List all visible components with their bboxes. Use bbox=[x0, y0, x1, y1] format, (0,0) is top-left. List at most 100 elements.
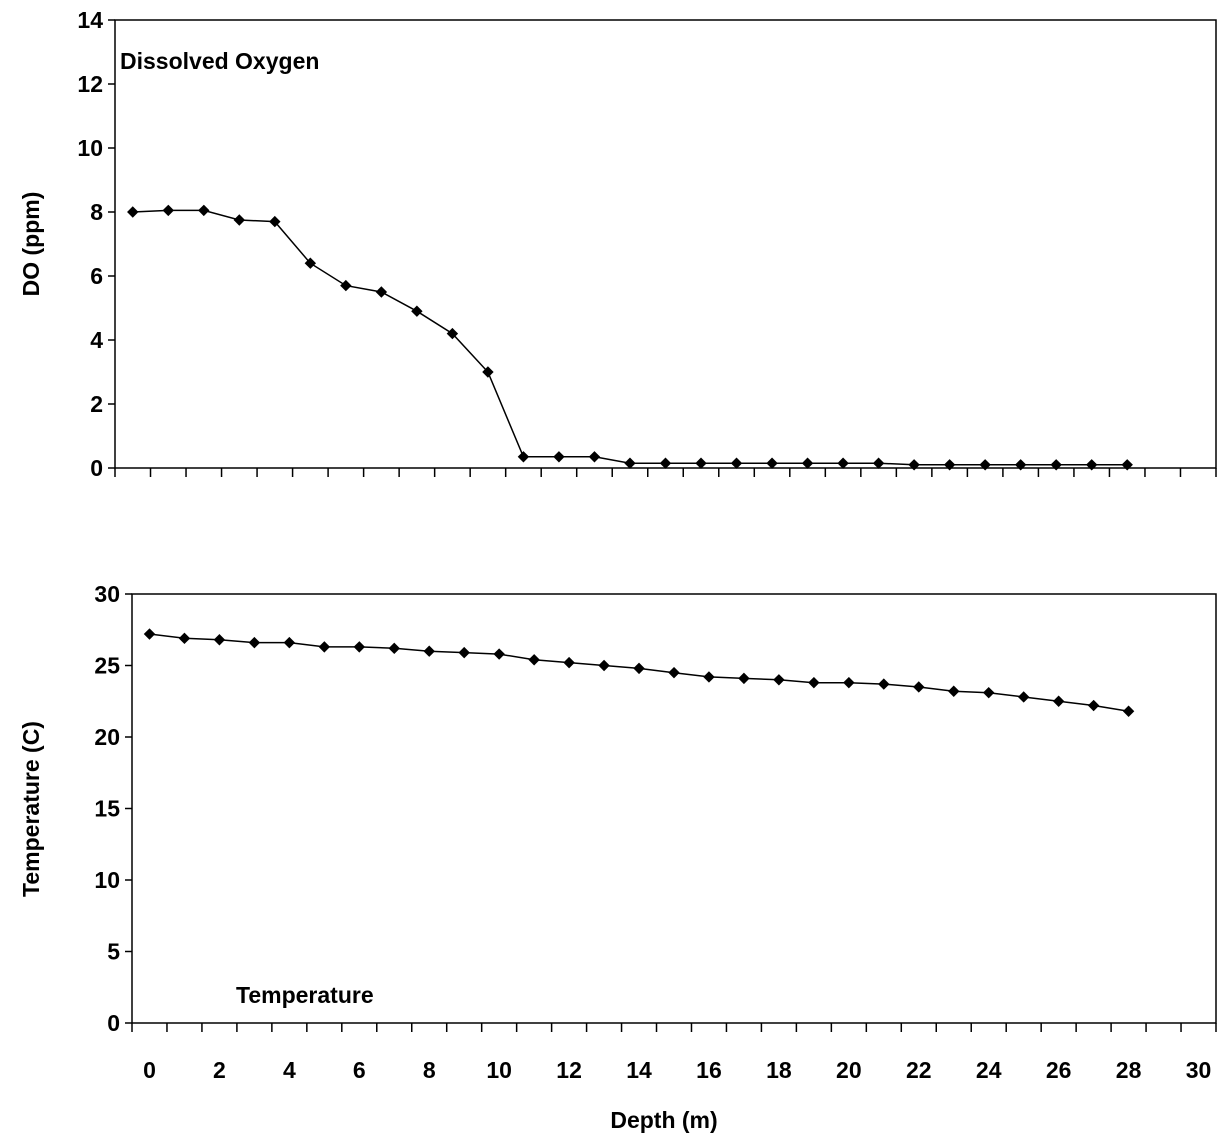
do-y-tick-label: 12 bbox=[77, 71, 103, 97]
do-y-tick-label: 4 bbox=[90, 327, 103, 353]
do-data-point bbox=[198, 204, 210, 217]
temperature-data-point bbox=[143, 628, 156, 640]
temperature-plot-title: Temperature bbox=[236, 982, 374, 1008]
do-y-tick-label: 10 bbox=[77, 135, 103, 161]
temperature-x-tick-label: 20 bbox=[836, 1057, 862, 1083]
do-plot-title: Dissolved Oxygen bbox=[120, 48, 319, 74]
do-markers bbox=[127, 204, 1133, 471]
do-data-point bbox=[588, 451, 601, 463]
temperature-y-tick-label: 30 bbox=[94, 581, 120, 607]
do-x-ticks bbox=[114, 468, 1217, 477]
temperature-data-point bbox=[808, 676, 820, 689]
do-data-point bbox=[482, 366, 494, 378]
do-data-point bbox=[837, 457, 849, 469]
do-data-point bbox=[411, 305, 423, 317]
do-data-point bbox=[979, 459, 991, 471]
temperature-x-tick-label: 6 bbox=[353, 1057, 366, 1083]
do-y-ticks: 0 2 4 6 8 10 12 14 bbox=[77, 7, 115, 481]
temperature-data-point bbox=[528, 654, 540, 666]
temperature-data-point bbox=[738, 672, 750, 685]
temperature-data-point bbox=[773, 674, 785, 686]
temperature-data-point bbox=[283, 636, 296, 649]
temperature-data-point bbox=[913, 681, 925, 693]
temperature-x-tick-label: 24 bbox=[976, 1057, 1002, 1083]
temperature-data-point bbox=[878, 678, 890, 690]
do-data-point bbox=[446, 327, 459, 340]
temperature-plot-frame bbox=[131, 593, 1217, 1024]
temperature-data-point bbox=[1122, 705, 1135, 717]
do-data-point bbox=[1121, 459, 1133, 471]
temperature-data-point bbox=[318, 641, 331, 653]
temperature-y-axis-label: Temperature (C) bbox=[18, 721, 44, 897]
temperature-data-point bbox=[703, 671, 715, 683]
do-data-point bbox=[766, 457, 778, 469]
temperature-data-point bbox=[248, 636, 261, 649]
temperature-y-tick-label: 0 bbox=[107, 1010, 120, 1036]
do-data-point bbox=[127, 206, 139, 218]
temperature-data-point bbox=[983, 686, 995, 699]
temperature-x-tick-label: 12 bbox=[556, 1057, 582, 1083]
temperature-y-tick-label: 15 bbox=[94, 796, 120, 822]
do-data-point bbox=[624, 457, 636, 469]
temperature-data-point bbox=[458, 646, 470, 659]
temperature-x-tick-label: 30 bbox=[1186, 1057, 1212, 1083]
do-data-point bbox=[269, 215, 281, 228]
temperature-x-ticks: 0 2 4 6 8 10 12 14 16 18 20 22 24 26 28 30 bbox=[131, 1023, 1217, 1083]
do-data-point bbox=[1050, 459, 1062, 471]
temperature-x-tick-label: 18 bbox=[766, 1057, 792, 1083]
temperature-data-point bbox=[423, 645, 435, 657]
do-data-point bbox=[801, 457, 814, 469]
temperature-data-point bbox=[563, 656, 575, 669]
temperature-data-point bbox=[598, 659, 610, 672]
do-y-axis-label: DO (ppm) bbox=[18, 192, 44, 297]
temperature-data-point bbox=[948, 685, 960, 697]
do-data-point bbox=[553, 451, 565, 463]
temperature-x-tick-label: 26 bbox=[1046, 1057, 1072, 1083]
temperature-data-point bbox=[633, 662, 645, 675]
temperature-x-tick-label: 8 bbox=[423, 1057, 436, 1083]
temperature-data-point bbox=[1087, 699, 1100, 712]
do-data-point bbox=[340, 279, 352, 292]
do-data-point bbox=[872, 457, 885, 469]
temperature-x-tick-label: 16 bbox=[696, 1057, 722, 1083]
do-y-tick-label: 0 bbox=[90, 455, 103, 481]
temperature-data-point bbox=[493, 648, 505, 660]
temperature-data-point bbox=[213, 634, 226, 646]
temperature-markers bbox=[143, 628, 1135, 717]
temperature-x-tick-label: 0 bbox=[143, 1057, 156, 1083]
do-data-point bbox=[908, 459, 920, 471]
do-data-point bbox=[730, 457, 743, 469]
do-y-tick-label: 6 bbox=[90, 263, 103, 289]
do-data-point bbox=[162, 204, 174, 217]
temperature-data-point bbox=[388, 642, 400, 655]
do-data-point bbox=[304, 257, 317, 269]
temperature-data-point bbox=[1052, 695, 1065, 707]
temperature-x-tick-label: 28 bbox=[1116, 1057, 1142, 1083]
do-y-tick-label: 8 bbox=[90, 199, 103, 225]
temperature-x-tick-label: 10 bbox=[486, 1057, 512, 1083]
do-data-point bbox=[659, 457, 672, 469]
temperature-x-tick-label: 2 bbox=[213, 1057, 226, 1083]
temperature-y-tick-label: 5 bbox=[107, 939, 120, 965]
do-data-point bbox=[943, 459, 956, 471]
do-data-point bbox=[375, 286, 388, 298]
do-plot-frame bbox=[114, 19, 1217, 469]
do-data-point bbox=[233, 214, 246, 226]
dissolved-oxygen-panel: 0 2 4 6 8 10 12 14 Dissolved Oxygen DO (ppm) bbox=[18, 7, 1217, 481]
temperature-data-point bbox=[178, 632, 191, 645]
temperature-y-ticks: 0 5 10 15 20 25 30 bbox=[94, 581, 132, 1036]
temperature-x-tick-label: 22 bbox=[906, 1057, 932, 1083]
temperature-data-point bbox=[668, 666, 680, 679]
temperature-y-tick-label: 20 bbox=[94, 724, 120, 750]
temperature-y-tick-label: 25 bbox=[94, 653, 120, 679]
temperature-x-tick-label: 4 bbox=[283, 1057, 296, 1083]
x-axis-label: Depth (m) bbox=[610, 1107, 717, 1133]
temperature-data-point bbox=[1017, 691, 1030, 703]
temperature-data-point bbox=[353, 641, 365, 653]
do-y-tick-label: 14 bbox=[77, 7, 103, 33]
temperature-x-tick-label: 14 bbox=[626, 1057, 652, 1083]
do-data-point bbox=[1014, 459, 1027, 471]
temperature-y-tick-label: 10 bbox=[94, 867, 120, 893]
